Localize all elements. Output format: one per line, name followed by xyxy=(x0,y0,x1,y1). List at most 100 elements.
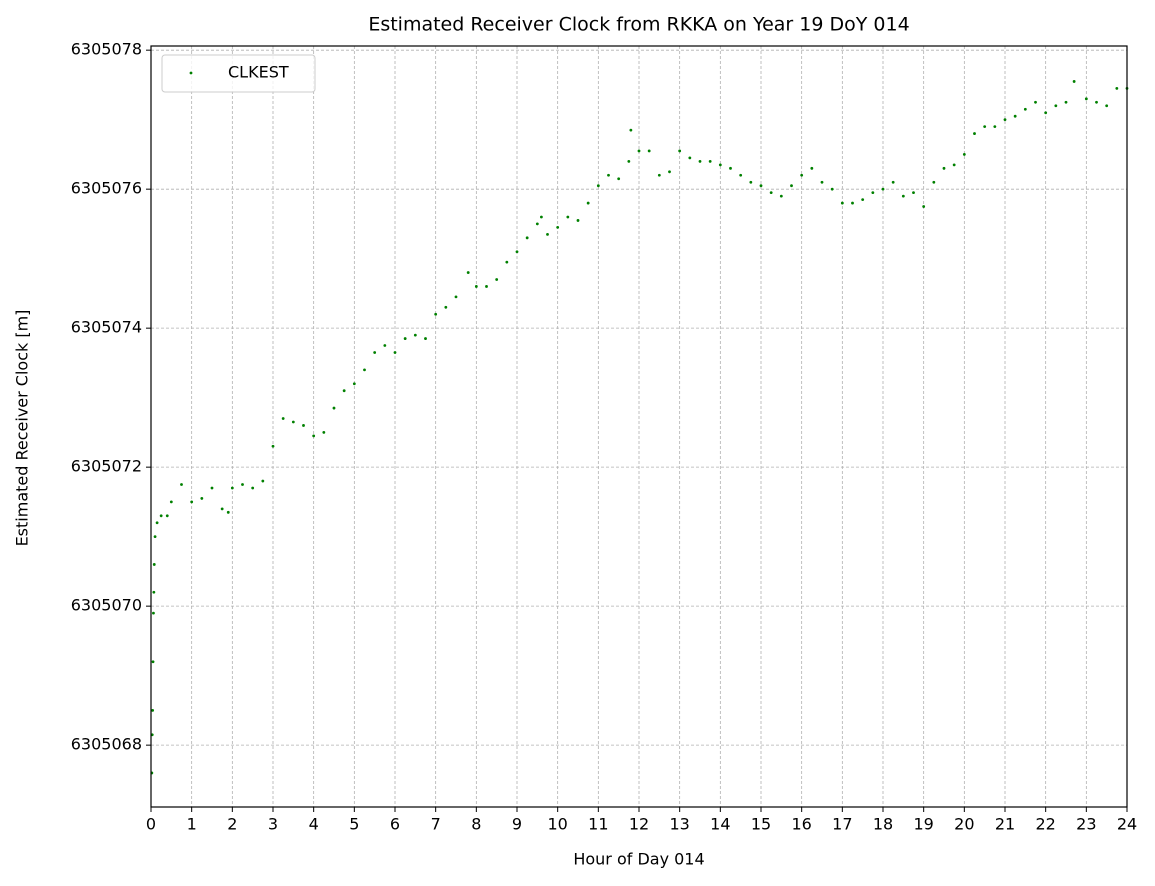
y-tick-label: 6305078 xyxy=(71,40,142,59)
data-point xyxy=(155,521,159,525)
data-point xyxy=(942,166,946,170)
x-tick-label: 9 xyxy=(512,815,522,834)
data-point xyxy=(251,486,255,490)
x-tick-label: 18 xyxy=(873,815,893,834)
data-point xyxy=(485,285,488,288)
data-point xyxy=(169,500,173,504)
data-point xyxy=(151,660,155,664)
x-tick-label: 19 xyxy=(913,815,933,834)
data-point xyxy=(983,125,987,129)
data-point xyxy=(152,611,155,615)
data-point xyxy=(759,184,763,188)
x-axis-label: Hour of Day 014 xyxy=(573,850,704,869)
x-tick-label: 16 xyxy=(791,815,811,834)
data-point xyxy=(1044,111,1048,115)
x-tick-label: 1 xyxy=(187,815,197,834)
data-point xyxy=(363,368,366,372)
data-point xyxy=(424,337,427,340)
data-point xyxy=(165,514,169,518)
data-point xyxy=(647,149,651,153)
data-point xyxy=(373,351,377,354)
y-axis-label: Estimated Receiver Clock [m] xyxy=(13,310,32,547)
y-tick-label: 6305072 xyxy=(71,457,142,476)
data-point xyxy=(1003,118,1007,122)
data-point xyxy=(830,187,834,191)
data-point xyxy=(952,163,956,167)
data-point xyxy=(281,417,285,420)
data-point xyxy=(393,351,397,354)
data-point xyxy=(159,514,163,518)
data-point xyxy=(698,159,702,163)
data-point xyxy=(444,305,448,309)
data-point xyxy=(200,497,204,500)
y-tick-label: 6305074 xyxy=(71,318,142,337)
data-point xyxy=(474,285,478,288)
x-tick-label: 14 xyxy=(710,815,730,834)
data-point xyxy=(1084,97,1088,101)
data-point xyxy=(739,173,743,177)
data-point xyxy=(769,191,773,195)
data-point xyxy=(810,166,814,170)
data-point xyxy=(566,215,570,219)
data-point xyxy=(629,128,633,132)
marks xyxy=(150,80,1129,775)
data-point xyxy=(779,194,783,198)
data-point xyxy=(922,205,926,208)
data-point xyxy=(881,187,885,191)
data-point xyxy=(962,153,966,156)
x-tick-label: 20 xyxy=(954,815,974,834)
x-tick-label: 2 xyxy=(227,815,237,834)
data-point xyxy=(1023,107,1027,111)
x-tick-label: 15 xyxy=(751,815,771,834)
data-point xyxy=(302,424,305,427)
data-point xyxy=(535,222,539,226)
data-point xyxy=(466,271,470,274)
x-tick-label: 13 xyxy=(669,815,689,834)
data-point xyxy=(637,149,641,153)
data-point xyxy=(546,232,549,236)
data-point xyxy=(434,312,438,316)
data-point xyxy=(800,173,804,177)
x-tick-label: 0 xyxy=(146,815,156,834)
data-point xyxy=(271,444,275,448)
x-tick-label: 5 xyxy=(349,815,359,834)
grid: 0 1 2 3 4 5 6 7 8 9 10 11 12 13 14 15 16 17 18 19 20 21 22 23 24… xyxy=(71,40,1137,834)
data-point xyxy=(851,201,854,205)
data-point xyxy=(627,159,631,163)
x-tick-label: 21 xyxy=(995,815,1015,834)
data-point xyxy=(718,163,722,167)
data-point xyxy=(657,173,661,177)
data-point xyxy=(515,250,519,254)
data-point xyxy=(241,483,244,486)
y-tick-label: 6305070 xyxy=(71,596,142,615)
y-tick-label: 6305076 xyxy=(71,179,142,198)
data-point xyxy=(505,260,509,264)
data-point xyxy=(210,486,214,490)
x-tick-label: 22 xyxy=(1035,815,1055,834)
x-tick-label: 23 xyxy=(1076,815,1096,834)
legend-box xyxy=(161,54,316,93)
data-point xyxy=(291,420,295,424)
x-tick-label: 11 xyxy=(588,815,608,834)
data-point xyxy=(454,295,458,299)
data-point xyxy=(540,215,543,219)
data-point xyxy=(190,500,194,504)
data-point xyxy=(495,278,499,281)
data-point xyxy=(749,180,753,184)
data-point xyxy=(688,156,692,160)
x-tick-label: 3 xyxy=(268,815,278,834)
data-point xyxy=(312,434,316,438)
data-point xyxy=(840,201,844,205)
x-tick-label: 8 xyxy=(471,815,481,834)
data-point xyxy=(342,389,346,393)
data-point xyxy=(1095,100,1098,104)
data-point xyxy=(586,201,590,205)
data-point xyxy=(151,708,155,712)
data-point xyxy=(525,236,529,240)
data-point xyxy=(912,191,915,195)
data-point xyxy=(668,170,671,174)
y-tick-label: 6305068 xyxy=(71,735,142,754)
data-point xyxy=(576,219,580,222)
